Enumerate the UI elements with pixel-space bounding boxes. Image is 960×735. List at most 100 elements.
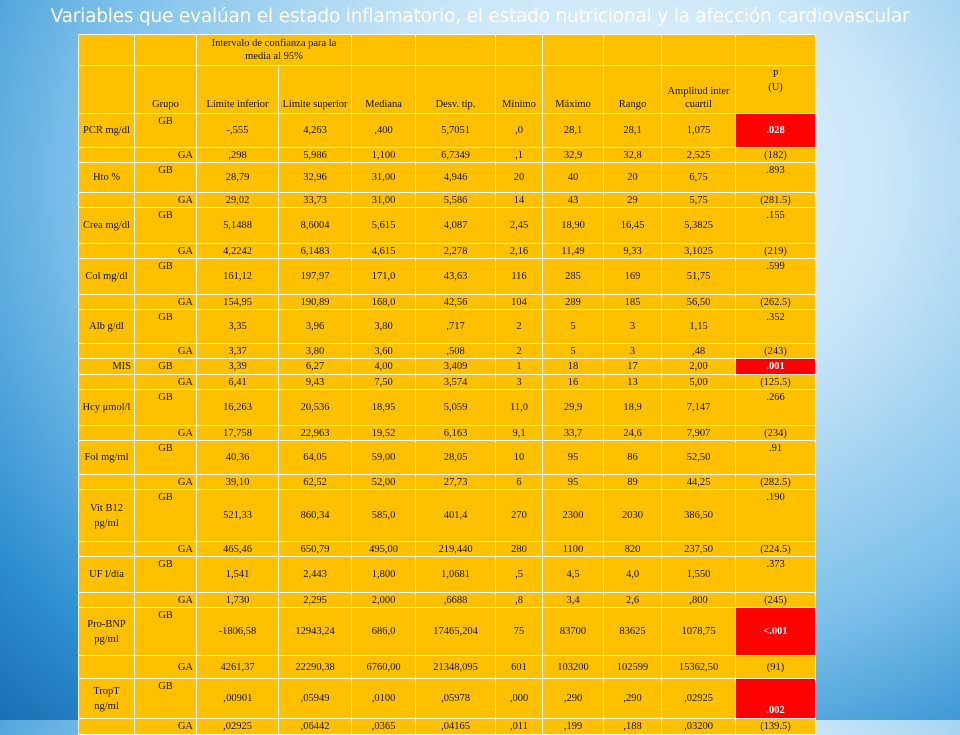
- value-cell: 3,80: [278, 343, 352, 359]
- header-desv-tip: Desv. típ.: [415, 65, 496, 114]
- group-cell: GB: [134, 556, 197, 593]
- value-cell: 43,63: [415, 258, 496, 295]
- value-cell: 20: [495, 162, 543, 193]
- value-cell: 5: [542, 343, 604, 359]
- value-cell: 18,90: [542, 207, 604, 244]
- value-cell: 5,3825: [661, 207, 736, 244]
- value-cell: 3,60: [351, 343, 416, 359]
- value-cell: -,555: [196, 113, 279, 148]
- value-cell: 280: [495, 541, 543, 557]
- value-cell: 2,16: [495, 243, 543, 259]
- table-row-gb: PCR mg/dl GB -,555 4,263,400 5,7051,0 28,1 28,…: [78, 113, 816, 148]
- value-cell: 2,45: [495, 207, 543, 244]
- value-cell: 7,147: [661, 389, 736, 426]
- value-cell: 22,963: [278, 425, 352, 441]
- value-cell: 75: [495, 607, 543, 656]
- results-table: Intervalo de confianza para la media al …: [78, 34, 816, 735]
- u-statistic: (262.5): [735, 294, 816, 310]
- value-cell: 3,37: [196, 343, 279, 359]
- value-cell: 11,0: [495, 389, 543, 426]
- table-row-ga: GA 17,758 22,963 19,52 6,163 9,1 33,7 24,6 7,907…: [78, 425, 816, 441]
- value-cell: 171,0: [351, 258, 416, 295]
- value-cell: 29: [603, 192, 662, 208]
- value-cell: 6760,00: [351, 655, 416, 679]
- group-cell: GA: [134, 192, 197, 208]
- header-limite-inferior: Límite inferior: [196, 65, 279, 114]
- value-cell: 52,50: [661, 440, 736, 475]
- value-cell: ,02925: [196, 718, 279, 735]
- value-cell: 168,0: [351, 294, 416, 310]
- value-cell: 20,536: [278, 389, 352, 426]
- value-cell: 14: [495, 192, 543, 208]
- table-row-ga: GA 6,41 9,43 7,50 3,574 3 16 13 5,00 (125.5): [78, 374, 816, 390]
- value-cell: 19,52: [351, 425, 416, 441]
- empty-cell: [78, 294, 135, 310]
- value-cell: 1,100: [351, 147, 416, 163]
- value-cell: 2,278: [415, 243, 496, 259]
- value-cell: 1,730: [196, 592, 279, 608]
- value-cell: ,400: [351, 113, 416, 148]
- value-cell: 2: [495, 309, 543, 344]
- value-cell: 5: [542, 309, 604, 344]
- header-empty: [661, 34, 736, 66]
- p-value: .155: [735, 207, 816, 244]
- group-cell: GA: [134, 592, 197, 608]
- value-cell: 1100: [542, 541, 604, 557]
- table-row-ga: GA ,298 5,986 1,100 6,7349,1 32,9 32,8 2,525 (18…: [78, 147, 816, 163]
- header-empty: [134, 34, 197, 66]
- value-cell: 29,9: [542, 389, 604, 426]
- group-cell: GA: [134, 655, 197, 679]
- table-row-ga: GA 465,46 650,79 495,00 219,440 280 1100 820 237…: [78, 541, 816, 557]
- value-cell: 521,33: [196, 489, 279, 542]
- value-cell: 56,50: [661, 294, 736, 310]
- value-cell: 2,000: [351, 592, 416, 608]
- value-cell: 820: [603, 541, 662, 557]
- value-cell: 44,25: [661, 474, 736, 490]
- value-cell: 103200: [542, 655, 604, 679]
- value-cell: 6,41: [196, 374, 279, 390]
- value-cell: 116: [495, 258, 543, 295]
- table-row-ga: GA 4,2242 6,1483 4,615 2,278 2,16 11,49 9,33 3,1…: [78, 243, 816, 259]
- value-cell: 83625: [603, 607, 662, 656]
- header-empty: [603, 34, 662, 66]
- p-value-significant: <.001: [735, 607, 816, 656]
- value-cell: 59,00: [351, 440, 416, 475]
- value-cell: 43: [542, 192, 604, 208]
- value-cell: 95: [542, 440, 604, 475]
- header-row-columns: Grupo Límite inferior Límite superior Me…: [78, 65, 816, 114]
- value-cell: 6,163: [415, 425, 496, 441]
- header-empty: [495, 34, 543, 66]
- value-cell: 27,73: [415, 474, 496, 490]
- value-cell: ,298: [196, 147, 279, 163]
- variable-label: Hto %: [78, 162, 135, 193]
- value-cell: ,290: [542, 678, 604, 719]
- empty-cell: [78, 243, 135, 259]
- value-cell: 40,36: [196, 440, 279, 475]
- value-cell: 5,059: [415, 389, 496, 426]
- variable-label: Pro-BNP pg/ml: [78, 607, 135, 656]
- value-cell: 495,00: [351, 541, 416, 557]
- value-cell: 650,79: [278, 541, 352, 557]
- value-cell: 31,00: [351, 192, 416, 208]
- value-cell: 5,986: [278, 147, 352, 163]
- value-cell: 5,586: [415, 192, 496, 208]
- empty-cell: [78, 655, 135, 679]
- header-rango: Rango: [603, 65, 662, 114]
- value-cell: 62,52: [278, 474, 352, 490]
- table-body: PCR mg/dl GB -,555 4,263,400 5,7051,0 28,1 28,…: [78, 113, 816, 735]
- value-cell: 13: [603, 374, 662, 390]
- value-cell: 3: [495, 374, 543, 390]
- value-cell: 18: [542, 358, 604, 375]
- value-cell: ,5: [495, 556, 543, 593]
- value-cell: ,06442: [278, 718, 352, 735]
- group-cell: GA: [134, 425, 197, 441]
- value-cell: 5,75: [661, 192, 736, 208]
- value-cell: 28,1: [542, 113, 604, 148]
- p-value: .190: [735, 489, 816, 542]
- value-cell: 18,95: [351, 389, 416, 426]
- value-cell: 1,0681: [415, 556, 496, 593]
- value-cell: ,05949: [278, 678, 352, 719]
- header-limite-superior: Límite superior: [278, 65, 352, 114]
- value-cell: 24,6: [603, 425, 662, 441]
- value-cell: 32,96: [278, 162, 352, 193]
